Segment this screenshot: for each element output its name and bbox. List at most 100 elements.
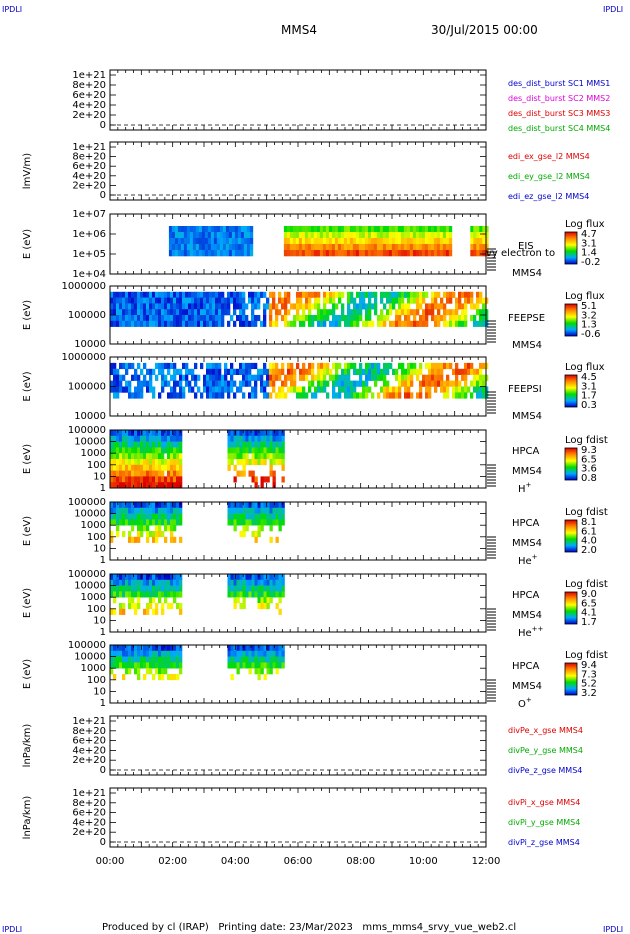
spectrogram-cell (418, 244, 423, 251)
spectrogram-cell (260, 603, 264, 610)
spectrogram-cell (254, 291, 258, 298)
spectrogram-cell (224, 362, 228, 370)
spectrogram-cell (137, 531, 141, 538)
spectrogram-cell (470, 380, 474, 387)
colorbar-tick-label: 9.4 (581, 660, 597, 671)
spectrogram-cell (140, 476, 144, 483)
spectrogram-cell (122, 297, 126, 304)
spectrogram-cell (272, 513, 276, 520)
spectrogram-cell (119, 291, 123, 298)
spectrogram-cell (316, 238, 321, 245)
spectrogram-cell (122, 650, 126, 657)
spectrogram-cell (122, 574, 126, 581)
spectrogram-cell (239, 291, 243, 298)
spectrogram-cell (233, 392, 237, 399)
colorbar-tick-label: 3.2 (581, 310, 597, 321)
spectrogram-cell (122, 303, 126, 310)
spectrogram-cell (482, 362, 486, 370)
spectrogram-cell (176, 650, 180, 657)
colorbar (564, 447, 578, 481)
spectrogram-cell (128, 502, 132, 509)
spectrogram-cell (343, 244, 348, 251)
spectrogram-cell (134, 368, 138, 375)
y-tick-label: 0 (100, 120, 106, 131)
spectrogram-cell (290, 320, 294, 327)
spectrogram-cell (152, 453, 156, 460)
spectrogram-cell (380, 386, 384, 393)
spectrogram-cell (236, 574, 240, 581)
spectrogram-cell (299, 303, 303, 310)
spectrogram-cell (353, 368, 357, 375)
spectrogram-cell (164, 297, 168, 304)
spectrogram-cell (278, 525, 282, 532)
spectrogram-cell (186, 244, 191, 251)
spectrogram-cell (443, 309, 447, 316)
spectrogram-cell (266, 435, 270, 442)
spectrogram-cell (373, 250, 378, 257)
spectrogram-cell (161, 297, 165, 304)
spectrogram-cell (146, 303, 150, 310)
spectrogram-cell (446, 291, 450, 298)
spectrogram-cell (179, 585, 183, 592)
spectrogram-cell (161, 519, 165, 526)
colorbar-tick-label: 1.4 (581, 248, 597, 259)
x-tick-label: 00:00 (96, 856, 125, 867)
spectrogram-cell (254, 362, 258, 370)
spectrogram-cell (194, 303, 198, 310)
spectrogram-cell (323, 386, 327, 393)
spectrogram-cell (146, 656, 150, 663)
spectrogram-cell (236, 368, 240, 375)
spectrogram-cell (263, 603, 267, 610)
spectrogram-cell (248, 368, 252, 375)
spectrogram-cell (443, 392, 447, 399)
spectrogram-cell (245, 574, 249, 581)
spectrogram-cell (355, 226, 360, 233)
spectrogram-cell (128, 482, 132, 489)
spectrogram-cell (254, 536, 258, 543)
spectrogram-cell (403, 250, 408, 257)
spectrogram-cell (275, 430, 279, 437)
spectrogram-cell (167, 656, 171, 663)
spectrogram-cell (230, 579, 234, 586)
spectrogram-cell (149, 291, 153, 298)
spectrogram-cell (131, 320, 135, 327)
spectrogram-cell (257, 315, 261, 322)
spectrogram-cell (222, 238, 227, 245)
spectrogram-cell (442, 250, 447, 257)
spectrogram-cell (137, 525, 141, 532)
spectrogram-cell (358, 226, 363, 233)
spectrogram-cell (403, 232, 408, 239)
spectrogram-cell (316, 250, 321, 257)
spectrogram-cell (155, 453, 159, 460)
colorbar-tick-label: 0.8 (581, 473, 597, 484)
spectrogram-cell (272, 507, 276, 514)
spectrogram-cell (305, 291, 309, 298)
spectrogram-cell (158, 447, 162, 454)
spectrogram-cell (368, 315, 372, 322)
spectrogram-cell (464, 320, 468, 327)
spectrogram-cell (295, 232, 300, 239)
spectrogram-cell (323, 368, 327, 375)
spectrogram-cell (260, 574, 264, 581)
spectrogram-cell (476, 232, 480, 239)
spectrogram-cell (359, 374, 363, 381)
spectrogram-cell (221, 380, 225, 387)
spectrogram-cell (227, 591, 231, 598)
spectrogram-cell (237, 238, 242, 245)
spectrogram-cell (319, 238, 324, 245)
spectrogram-cell (110, 291, 114, 298)
spectrogram-cell (131, 441, 135, 448)
spectrogram-cell (346, 250, 351, 257)
spectrogram-cell (364, 232, 369, 239)
spectrogram-cell (437, 368, 441, 375)
spectrogram-cell (242, 591, 246, 598)
spectrogram-cell (182, 320, 186, 327)
spectrogram-cell (164, 519, 168, 526)
spectrogram-cell (186, 232, 191, 239)
spectrogram-cell (185, 297, 189, 304)
spectrogram-cell (272, 470, 276, 477)
spectrogram-cell (251, 459, 255, 466)
spectrogram-cell (234, 226, 239, 233)
spectrogram-cell (179, 574, 183, 581)
spectrogram-cell (470, 368, 474, 375)
